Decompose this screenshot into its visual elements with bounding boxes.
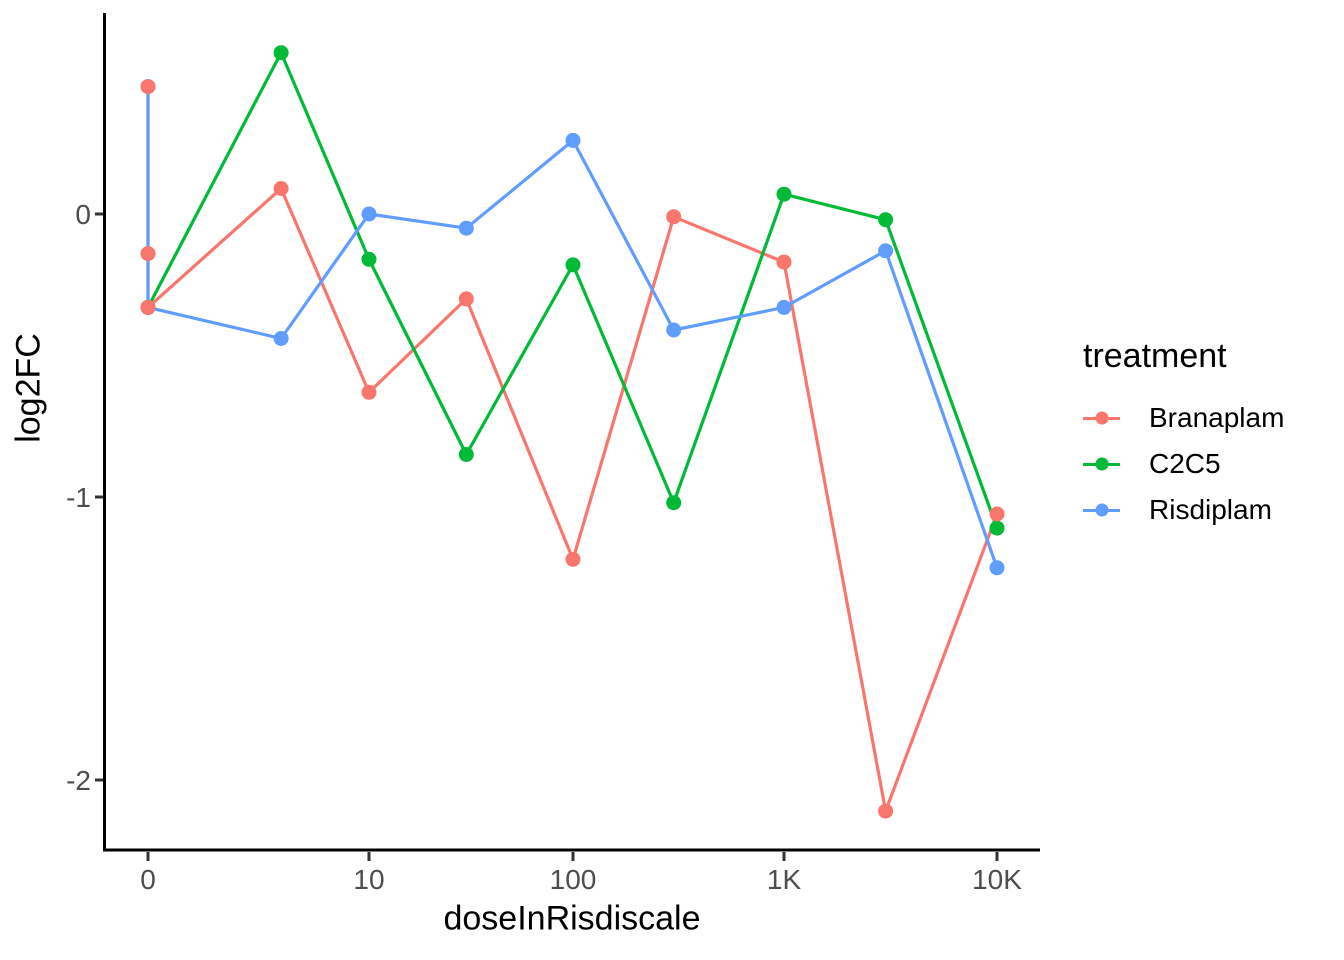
y-tick-label: 0 bbox=[75, 199, 91, 230]
data-point-risdiplam bbox=[776, 299, 792, 315]
data-point-risdiplam bbox=[273, 331, 289, 346]
data-point-risdiplam bbox=[458, 220, 474, 236]
data-point-c2c5 bbox=[878, 212, 894, 228]
legend-key-icon bbox=[1083, 411, 1120, 425]
data-point-c2c5 bbox=[565, 257, 581, 273]
data-point-c2c5 bbox=[989, 520, 1005, 536]
y-axis-title: log2FC bbox=[9, 333, 48, 443]
x-tick-label: 10 bbox=[353, 864, 384, 895]
legend-item-risdiplam: Risdiplam bbox=[1083, 487, 1284, 533]
data-point-c2c5 bbox=[458, 447, 474, 462]
legend-item-branaplam: Branaplam bbox=[1083, 395, 1284, 441]
data-point-c2c5 bbox=[361, 251, 377, 267]
legend-item-c2c5: C2C5 bbox=[1083, 441, 1284, 487]
legend-key-icon bbox=[1083, 457, 1120, 471]
data-point-risdiplam bbox=[666, 322, 682, 338]
y-tick-label: -2 bbox=[66, 765, 91, 796]
data-point-risdiplam bbox=[878, 243, 894, 259]
data-point-branaplam bbox=[878, 803, 894, 819]
data-point-risdiplam bbox=[565, 132, 581, 148]
legend-item-label: Branaplam bbox=[1149, 402, 1285, 433]
legend: treatment Branaplam C2C5 Risdiplam bbox=[1083, 336, 1284, 533]
x-tick-label: 100 bbox=[550, 864, 597, 895]
series-line-risdiplam bbox=[146, 86, 999, 569]
legend-key-dot bbox=[1095, 457, 1108, 471]
data-point-c2c5 bbox=[666, 495, 682, 511]
data-point-branaplam bbox=[565, 551, 581, 567]
data-point-branaplam bbox=[776, 254, 792, 270]
x-tick-label: 1K bbox=[767, 864, 802, 895]
data-point-branaplam bbox=[273, 181, 289, 196]
data-point-branaplam bbox=[140, 299, 156, 315]
y-tick-label: -1 bbox=[66, 482, 91, 513]
data-point-branaplam bbox=[666, 209, 682, 225]
data-point-c2c5 bbox=[776, 186, 792, 202]
legend-key-icon bbox=[1083, 503, 1120, 517]
legend-key-dot bbox=[1095, 411, 1108, 425]
legend-title: treatment bbox=[1083, 337, 1227, 375]
data-point-risdiplam bbox=[361, 206, 377, 222]
data-point-branaplam bbox=[140, 79, 156, 95]
data-point-risdiplam bbox=[989, 560, 1005, 576]
series-line-branaplam bbox=[146, 86, 999, 813]
legend-key-dot bbox=[1095, 503, 1108, 517]
x-axis-title: doseInRisdiscale bbox=[443, 899, 701, 938]
legend-items: Branaplam C2C5 Risdiplam bbox=[1083, 395, 1284, 533]
data-point-branaplam bbox=[140, 246, 156, 262]
data-point-c2c5 bbox=[273, 45, 289, 61]
x-tick-label: 0 bbox=[140, 864, 156, 895]
data-point-branaplam bbox=[458, 291, 474, 307]
legend-item-label: C2C5 bbox=[1149, 448, 1221, 479]
data-point-branaplam bbox=[989, 506, 1005, 522]
legend-item-label: Risdiplam bbox=[1149, 494, 1272, 525]
data-point-branaplam bbox=[361, 384, 377, 400]
x-tick-label: 10K bbox=[972, 864, 1022, 895]
series-line-c2c5 bbox=[146, 51, 999, 529]
